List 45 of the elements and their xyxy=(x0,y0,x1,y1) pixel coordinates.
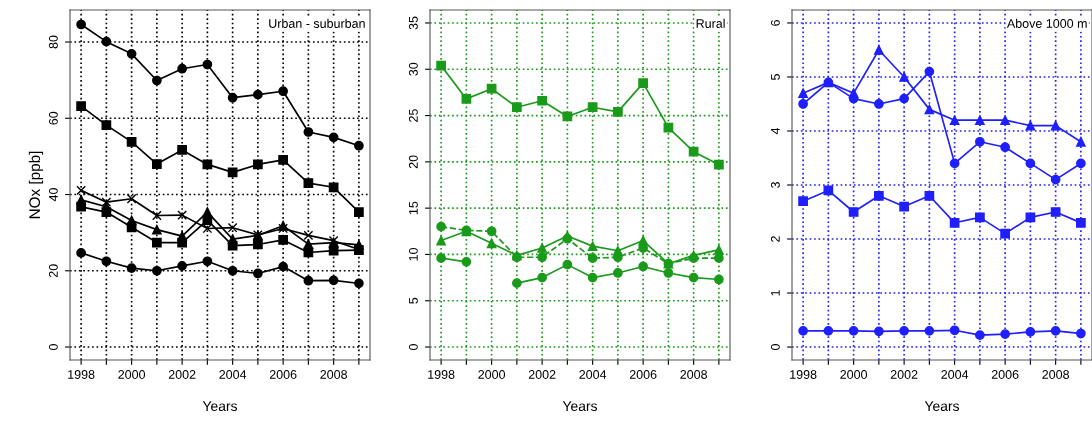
x-tick-label: 1998 xyxy=(790,370,817,379)
y-tick-label: 10 xyxy=(408,247,418,261)
y-tick-label: 80 xyxy=(48,35,58,49)
y-tick-label: 40 xyxy=(48,188,58,202)
x-tick-label: 2008 xyxy=(680,370,707,379)
annotation: Above 1000 m xyxy=(1006,18,1087,28)
x-tick-label: 2006 xyxy=(629,370,657,379)
y-tick-label: 5 xyxy=(409,297,418,304)
y-tick-label: 3 xyxy=(770,182,780,188)
y-tick-label: 1 xyxy=(771,290,780,296)
y-tick-label: 0 xyxy=(48,344,58,351)
x-tick-label: 2008 xyxy=(1042,370,1069,379)
y-tick-label: 20 xyxy=(48,264,58,278)
x-tick-label: 1998 xyxy=(68,370,95,379)
x-tick-label: 2008 xyxy=(320,370,347,379)
x-tick-label: 2004 xyxy=(941,370,969,379)
x-tick-label: 2006 xyxy=(991,370,1019,379)
x-tick-label: 2002 xyxy=(890,370,918,379)
x-axis-title: Years xyxy=(924,401,960,412)
y-tick-label: 35 xyxy=(408,16,418,30)
annotation: Urban - suburban xyxy=(269,18,365,28)
x-tick-label: 2000 xyxy=(478,370,506,379)
x-tick-label: 1998 xyxy=(428,370,455,379)
x-axis-title: Years xyxy=(562,401,598,412)
y-tick-label: 4 xyxy=(771,127,780,135)
y-tick-label: 0 xyxy=(770,344,780,351)
y-tick-label: 5 xyxy=(771,74,780,80)
y-tick-label: 0 xyxy=(408,344,418,351)
x-tick-label: 2006 xyxy=(269,370,297,379)
x-tick-label: 2002 xyxy=(528,370,556,379)
y-tick-label: 15 xyxy=(409,201,418,215)
y-tick-label: 20 xyxy=(408,155,418,169)
x-axis-title: Years xyxy=(202,401,238,412)
y-tick-label: 30 xyxy=(408,62,418,76)
x-tick-label: 2002 xyxy=(168,370,196,379)
x-tick-label: 2004 xyxy=(219,370,247,379)
y-tick-label: 6 xyxy=(770,20,780,26)
annotation: Rural xyxy=(696,18,725,28)
y-tick-label: 25 xyxy=(408,109,418,122)
x-tick-label: 2004 xyxy=(579,370,607,379)
y-axis-title: NOx [ppb] xyxy=(28,151,44,219)
x-tick-label: 2000 xyxy=(118,370,146,379)
x-tick-label: 2000 xyxy=(840,370,868,379)
y-tick-label: 60 xyxy=(48,111,58,125)
y-tick-label: 2 xyxy=(770,236,780,242)
